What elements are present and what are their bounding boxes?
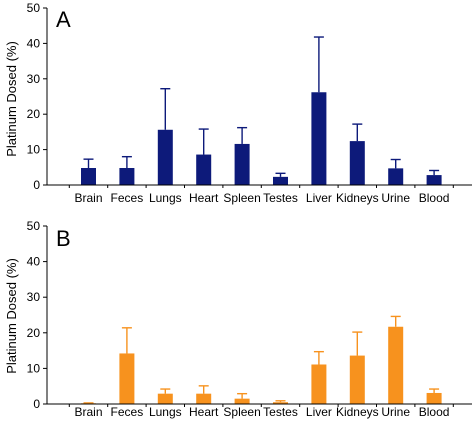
x-tick-label-urine: Urine (381, 191, 410, 205)
x-tick-label-brain: Brain (74, 191, 102, 205)
panel-b-label: B (56, 226, 71, 251)
y-tick-label: 0 (33, 397, 40, 411)
y-tick-label: 20 (27, 107, 41, 121)
panel-b-bar-chart: B Platinum Dosed (%) 0 10 20 30 40 50 Brain Fe… (4, 219, 472, 419)
x-tick-label-heart: Heart (189, 405, 219, 419)
bar-kidneys (349, 141, 365, 185)
panel-a-x-tick-labels: Brain Feces Lungs Heart Spleen Testes Liver Kid… (74, 191, 449, 205)
y-tick-label: 10 (27, 361, 41, 375)
bar-kidneys (349, 355, 365, 404)
x-tick-label-urine: Urine (381, 405, 410, 419)
x-tick-label-blood: Blood (419, 191, 450, 205)
y-tick-label: 0 (33, 178, 40, 192)
x-tick-label-kidneys: Kidneys (336, 405, 379, 419)
x-tick-label-spleen: Spleen (223, 191, 260, 205)
bar-spleen (234, 143, 250, 185)
bar-spleen (234, 398, 250, 404)
bar-blood (426, 175, 442, 185)
x-tick-label-blood: Blood (419, 405, 450, 419)
x-tick-label-feces: Feces (111, 191, 144, 205)
bar-brain (81, 168, 96, 185)
y-tick-label: 30 (27, 72, 41, 86)
x-tick-label-heart: Heart (189, 191, 219, 205)
y-tick-label: 20 (27, 326, 41, 340)
x-tick-label-testes: Testes (263, 405, 298, 419)
panel-a-bars (81, 36, 442, 185)
x-tick-label-lungs: Lungs (149, 405, 182, 419)
bar-liver (311, 92, 327, 185)
x-tick-label-brain: Brain (74, 405, 102, 419)
y-tick-label: 10 (27, 143, 41, 157)
bar-urine (388, 168, 404, 185)
panel-a-bar-chart: A Platinum Dosed (%) 0 10 20 30 40 50 Brain Fe… (4, 1, 472, 205)
panel-a-y-axis-label: Platinum Dosed (%) (4, 41, 19, 157)
x-tick-label-spleen: Spleen (223, 405, 260, 419)
panel-b-y-ticks: 0 10 20 30 40 50 (27, 219, 454, 411)
bar-testes (273, 402, 288, 404)
bar-blood (426, 392, 442, 404)
y-tick-label: 30 (27, 290, 41, 304)
bar-liver (311, 364, 327, 404)
bar-heart (196, 154, 212, 185)
panel-b-x-tick-labels: Brain Feces Lungs Heart Spleen Testes Liver Kid… (74, 405, 449, 419)
panel-a-label: A (56, 7, 71, 32)
x-tick-label-kidneys: Kidneys (336, 191, 379, 205)
bar-lungs (157, 129, 173, 185)
x-tick-label-lungs: Lungs (149, 191, 182, 205)
y-tick-label: 40 (27, 255, 41, 269)
x-tick-label-liver: Liver (306, 191, 332, 205)
bar-testes (273, 176, 288, 185)
bar-feces (119, 353, 135, 404)
x-tick-label-feces: Feces (111, 405, 144, 419)
panel-b-bars (81, 315, 442, 404)
y-tick-label: 50 (27, 219, 41, 233)
bar-feces (119, 168, 135, 185)
y-tick-label: 40 (27, 36, 41, 50)
bar-heart (196, 393, 212, 404)
x-tick-label-liver: Liver (306, 405, 332, 419)
bar-lungs (157, 393, 173, 404)
x-tick-label-testes: Testes (263, 191, 298, 205)
bar-urine (388, 326, 404, 404)
panel-b-y-axis-label: Platinum Dosed (%) (4, 258, 19, 374)
y-tick-label: 50 (27, 1, 41, 15)
